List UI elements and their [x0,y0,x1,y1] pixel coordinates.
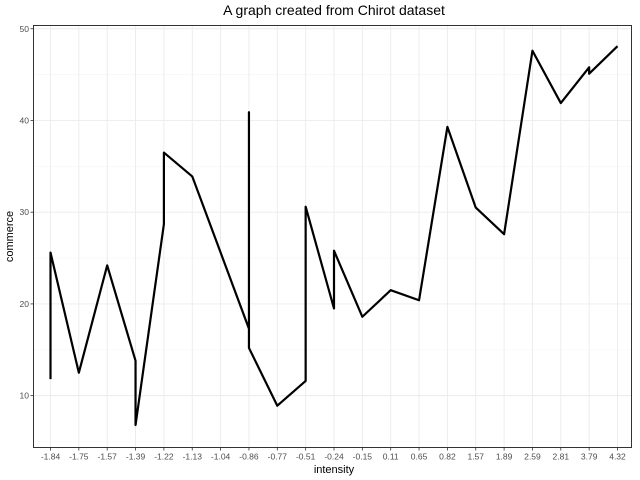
y-axis: 10 20 30 40 50 [20,24,34,401]
x-tick-label: -0.86 [239,452,259,462]
x-tick-label: 0.65 [411,452,428,462]
x-tick-label: -1.57 [98,452,118,462]
x-tick-label: 1.57 [467,452,484,462]
y-tick-label: 30 [20,207,30,217]
x-tick-label: -0.77 [268,452,288,462]
y-tick-label: 40 [20,115,30,125]
x-tick-label: -1.84 [41,452,61,462]
y-axis-title: commerce [4,211,16,262]
series-line [49,45,619,427]
x-tick-label: 2.81 [553,452,570,462]
x-axis: -1.84 -1.75 -1.57 -1.39 -1.22 -1.13 -1.04 -0.86… [41,447,626,462]
y-tick-label: 50 [20,24,30,34]
grid [34,26,631,447]
series-line-group [49,45,619,427]
x-tick-label: -0.24 [324,452,344,462]
x-tick-label: 3.79 [581,452,598,462]
x-tick-label: -1.75 [69,452,89,462]
y-tick-label: 20 [20,299,30,309]
x-axis-title: intensity [314,464,355,476]
x-tick-label: -1.22 [154,452,174,462]
x-tick-label: -1.39 [126,452,146,462]
x-tick-label: -0.51 [296,452,316,462]
x-tick-label: -0.15 [353,452,373,462]
x-tick-label: 0.11 [383,452,399,462]
x-tick-label: 2.59 [524,452,541,462]
plot-panel-border [33,25,632,448]
y-tick-label: 10 [20,391,30,401]
x-tick-label: 0.82 [439,452,456,462]
x-tick-label: 4.32 [609,452,626,462]
x-tick-label: 1.89 [496,452,513,462]
x-tick-label: -1.04 [211,452,231,462]
chart-title: A graph created from Chirot dataset [223,2,445,18]
x-tick-label: -1.13 [183,452,203,462]
